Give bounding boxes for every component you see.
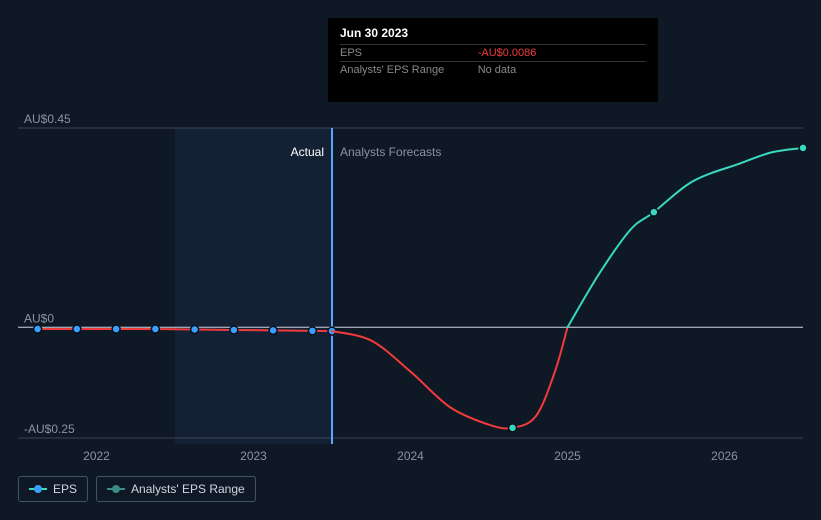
x-axis-label: 2022 — [83, 449, 110, 463]
y-axis-label: AU$0.45 — [24, 112, 71, 126]
series-marker-eps — [112, 325, 120, 333]
legend-item-range[interactable]: Analysts' EPS Range — [96, 476, 256, 502]
tooltip-row: EPS-AU$0.0086 — [340, 45, 646, 62]
tooltip-table: EPS-AU$0.0086Analysts' EPS RangeNo data — [340, 44, 646, 78]
y-axis-label: AU$0 — [24, 311, 54, 325]
x-axis-label: 2025 — [554, 449, 581, 463]
forecast-marker — [509, 424, 517, 432]
legend-item-eps[interactable]: EPS — [18, 476, 88, 502]
x-axis-label: 2023 — [240, 449, 267, 463]
legend-swatch — [107, 485, 125, 493]
series-marker-eps — [308, 327, 316, 335]
eps-chart[interactable]: AU$0.45 AU$0 -AU$0.25 Actual Analysts Foreca… — [0, 0, 821, 520]
forecast-marker — [799, 144, 807, 152]
forecast-marker — [650, 208, 658, 216]
tooltip-row-label: EPS — [340, 45, 478, 62]
series-marker-eps — [151, 325, 159, 333]
tooltip-date: Jun 30 2023 — [340, 26, 646, 40]
actual-shade — [175, 128, 332, 444]
x-axis-label: 2024 — [397, 449, 424, 463]
tooltip-row-value: No data — [478, 62, 646, 79]
series-marker-eps — [269, 326, 277, 334]
series-marker-eps — [191, 326, 199, 334]
series-marker-eps — [73, 325, 81, 333]
legend-swatch — [29, 485, 47, 493]
chart-legend: EPS Analysts' EPS Range — [18, 476, 256, 502]
zone-label-actual: Actual — [291, 145, 324, 159]
chart-tooltip: Jun 30 2023 EPS-AU$0.0086Analysts' EPS R… — [328, 18, 658, 102]
series-marker-eps — [230, 326, 238, 334]
tooltip-row-value: -AU$0.0086 — [478, 45, 646, 62]
y-axis-label: -AU$0.25 — [24, 422, 75, 436]
tooltip-row: Analysts' EPS RangeNo data — [340, 62, 646, 79]
series-marker-eps — [34, 325, 42, 333]
x-axis-label: 2026 — [711, 449, 738, 463]
tooltip-row-label: Analysts' EPS Range — [340, 62, 478, 79]
legend-label: Analysts' EPS Range — [131, 482, 245, 496]
zone-label-forecast: Analysts Forecasts — [340, 145, 441, 159]
legend-label: EPS — [53, 482, 77, 496]
